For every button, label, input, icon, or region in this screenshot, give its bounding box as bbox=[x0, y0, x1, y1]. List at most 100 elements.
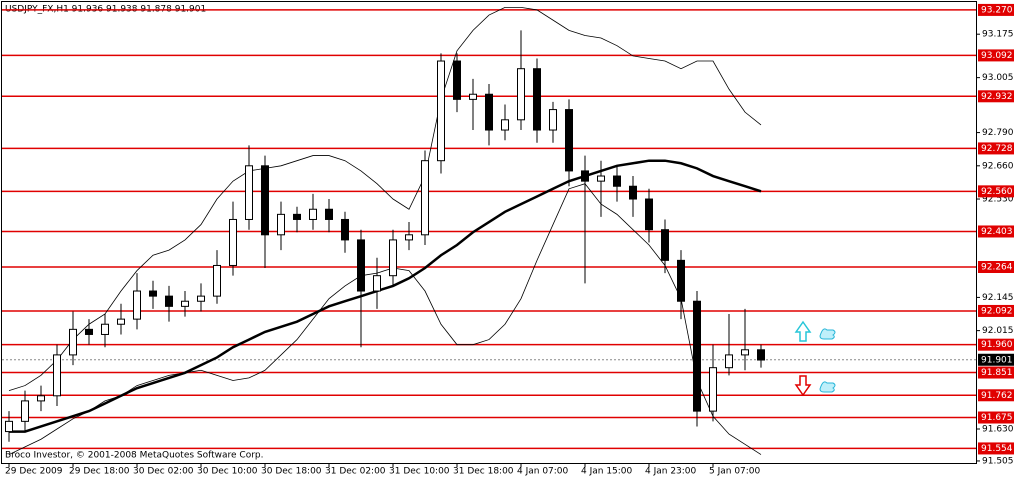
candle-body bbox=[581, 170, 589, 182]
candle-body bbox=[293, 213, 301, 220]
level-label-bg bbox=[978, 142, 1014, 155]
level-label-bg bbox=[978, 225, 1014, 238]
y-tick-label: 92.660 bbox=[982, 161, 1014, 171]
x-tick-label: 31 Dec 02:00 bbox=[325, 467, 386, 477]
y-tick-label: 92.145 bbox=[982, 293, 1014, 303]
y-tick-label: 92.015 bbox=[982, 326, 1014, 336]
candle-body bbox=[309, 208, 317, 220]
x-tick-label: 30 Dec 02:00 bbox=[133, 467, 194, 477]
level-label-bg bbox=[978, 389, 1014, 402]
candle-body bbox=[501, 119, 509, 131]
sell-signal bbox=[794, 375, 836, 397]
candle-body bbox=[549, 109, 557, 131]
candle-body bbox=[677, 259, 685, 302]
x-tick-label: 4 Jan 15:00 bbox=[581, 467, 633, 477]
candle-body bbox=[69, 328, 77, 356]
indicator-line bbox=[9, 159, 762, 433]
x-tick-label: 29 Dec 2009 bbox=[5, 467, 63, 477]
candle-body bbox=[5, 420, 13, 433]
buy-signal bbox=[794, 320, 836, 342]
candle-body bbox=[597, 175, 605, 182]
candle-body bbox=[85, 328, 93, 335]
candle-body bbox=[757, 349, 765, 361]
candle-body bbox=[629, 185, 637, 200]
candle-body bbox=[661, 229, 669, 261]
level-label-bg bbox=[978, 366, 1014, 379]
candle-body bbox=[101, 323, 109, 335]
candle-body bbox=[133, 290, 141, 320]
candle-body bbox=[453, 60, 461, 100]
candle-body bbox=[517, 68, 525, 121]
candle-body bbox=[373, 275, 381, 292]
candle-body bbox=[117, 318, 125, 325]
last-price-bg bbox=[978, 353, 1014, 366]
candle-body bbox=[21, 400, 29, 422]
level-label: 91.675 bbox=[981, 413, 1013, 423]
candle-body bbox=[245, 165, 253, 220]
candle-body bbox=[229, 218, 237, 266]
candle-body bbox=[421, 160, 429, 236]
y-tick-label: 91.630 bbox=[982, 425, 1014, 435]
copyright: Broco Investor, © 2001-2008 MetaQuotes S… bbox=[5, 451, 264, 461]
y-tick-label: 93.175 bbox=[982, 30, 1014, 40]
x-tick-label: 30 Dec 10:00 bbox=[197, 467, 258, 477]
y-tick-label: 92.790 bbox=[982, 128, 1014, 138]
candle-body bbox=[325, 208, 333, 220]
candle-body bbox=[437, 60, 445, 162]
level-label: 91.762 bbox=[981, 391, 1013, 401]
last-price-label: 91.901 bbox=[981, 355, 1013, 365]
x-tick-label: 30 Dec 18:00 bbox=[261, 467, 322, 477]
level-label: 91.554 bbox=[981, 444, 1013, 454]
candle-body bbox=[645, 198, 653, 231]
x-tick-label: 31 Dec 18:00 bbox=[453, 467, 514, 477]
candle-body bbox=[693, 300, 701, 412]
candle-body bbox=[261, 165, 269, 236]
candle-body bbox=[725, 354, 733, 369]
candle-body bbox=[37, 395, 45, 402]
candle-body bbox=[53, 354, 61, 397]
level-label-bg bbox=[978, 304, 1014, 317]
candle-body bbox=[149, 290, 157, 297]
level-label-bg bbox=[978, 338, 1014, 351]
level-label-bg bbox=[978, 411, 1014, 424]
y-tick-label: 93.005 bbox=[982, 73, 1014, 83]
candle-body bbox=[165, 295, 173, 307]
x-tick-label: 4 Jan 07:00 bbox=[517, 467, 569, 477]
level-label: 91.960 bbox=[981, 340, 1013, 350]
candle-body bbox=[213, 264, 221, 297]
level-label: 92.560 bbox=[981, 187, 1013, 197]
level-label: 92.403 bbox=[981, 227, 1013, 237]
level-label-bg bbox=[978, 185, 1014, 198]
candle-body bbox=[613, 175, 621, 187]
x-tick-label: 5 Jan 07:00 bbox=[709, 467, 761, 477]
level-label: 91.851 bbox=[981, 368, 1013, 378]
candle-body bbox=[485, 93, 493, 131]
x-tick-label: 31 Dec 10:00 bbox=[389, 467, 450, 477]
indicator-line bbox=[8, 183, 762, 455]
candle-body bbox=[533, 68, 541, 131]
candle-body bbox=[341, 218, 349, 241]
indicator-line bbox=[8, 6, 762, 392]
candle-body bbox=[405, 234, 413, 241]
candle-body bbox=[389, 239, 397, 277]
level-label-bg bbox=[978, 260, 1014, 273]
level-label-bg bbox=[978, 3, 1014, 16]
y-tick-label: 92.530 bbox=[982, 195, 1014, 205]
candle-body bbox=[277, 213, 285, 236]
candle-body bbox=[181, 300, 189, 307]
level-label-bg bbox=[978, 49, 1014, 62]
candle-body bbox=[469, 93, 477, 100]
level-label: 93.270 bbox=[981, 5, 1013, 15]
level-label: 92.264 bbox=[981, 262, 1013, 272]
candle-body bbox=[565, 109, 573, 172]
level-label-bg bbox=[978, 90, 1014, 103]
candle-body bbox=[741, 349, 749, 356]
level-label: 92.728 bbox=[981, 144, 1013, 154]
candle-body bbox=[357, 239, 365, 292]
level-label: 92.932 bbox=[981, 92, 1013, 102]
candle-body bbox=[709, 367, 717, 412]
level-label: 93.092 bbox=[981, 51, 1013, 61]
level-label: 92.092 bbox=[981, 306, 1013, 316]
